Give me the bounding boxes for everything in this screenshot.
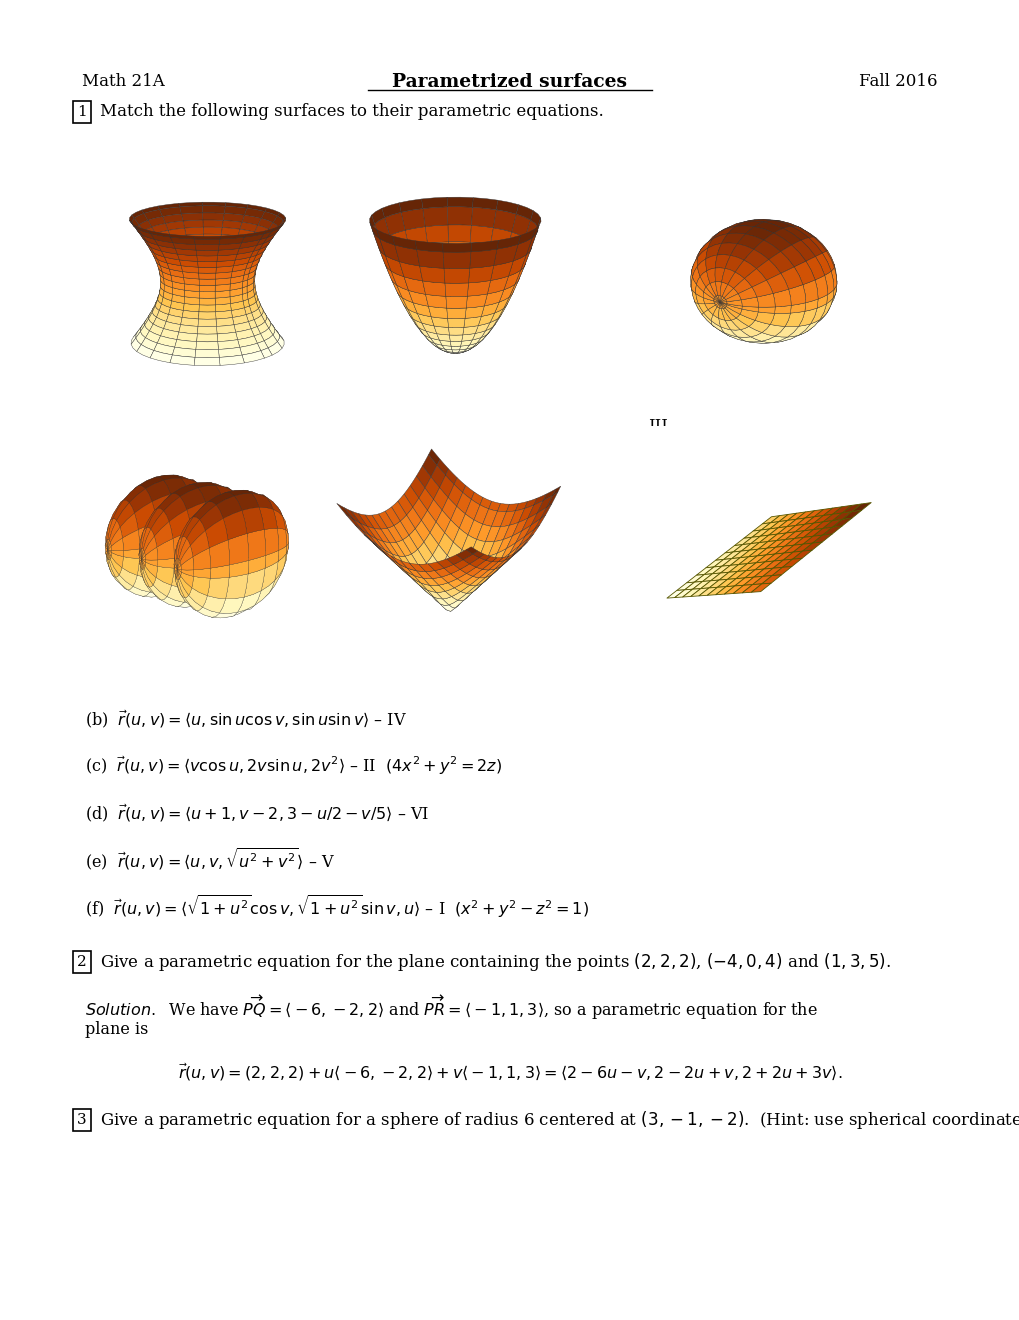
Text: Give a parametric equation for a sphere of radius 6 centered at $(3, -1, -2)$.  : Give a parametric equation for a sphere … bbox=[100, 1109, 1019, 1131]
Text: 3: 3 bbox=[77, 1113, 87, 1127]
Text: III: III bbox=[647, 418, 667, 436]
Text: plane is: plane is bbox=[85, 1022, 148, 1039]
Text: V: V bbox=[350, 628, 362, 645]
Text: $\vec{r}(u, v) = (2, 2, 2) + u\langle -6, -2, 2 \rangle + v\langle -1, 1, 3 \ran: $\vec{r}(u, v) = (2, 2, 2) + u\langle -6… bbox=[177, 1061, 842, 1082]
Text: Match the following surfaces to their parametric equations.: Match the following surfaces to their pa… bbox=[100, 103, 603, 120]
Text: Math 21A: Math 21A bbox=[82, 74, 165, 91]
Text: VI: VI bbox=[644, 628, 663, 645]
Text: II: II bbox=[315, 418, 328, 436]
Text: I: I bbox=[85, 418, 92, 436]
Text: Give a parametric equation for the plane containing the points $(2, 2, 2)$, $(-4: Give a parametric equation for the plane… bbox=[100, 950, 891, 973]
Text: (a)  $\vec{r}(u, v) = \langle \sin u \cos v, \cos u, \sin u \sin v \rangle$ – II: (a) $\vec{r}(u, v) = \langle \sin u \cos… bbox=[85, 661, 579, 684]
Text: (c)  $\vec{r}(u, v) = \langle v \cos u, 2v \sin u, 2v^2 \rangle$ – II  $(4x^2 + : (c) $\vec{r}(u, v) = \langle v \cos u, 2… bbox=[85, 755, 501, 777]
Text: (b)  $\vec{r}(u, v) = \langle u, \sin u \cos v, \sin u \sin v \rangle$ – IV: (b) $\vec{r}(u, v) = \langle u, \sin u \… bbox=[85, 709, 407, 730]
Text: 2: 2 bbox=[77, 954, 87, 969]
Text: 1: 1 bbox=[77, 106, 87, 119]
Text: $\it{Solution.}$  We have $\overrightarrow{PQ} = \langle -6, -2, 2 \rangle$ and : $\it{Solution.}$ We have $\overrightarro… bbox=[85, 994, 817, 1022]
Text: Fall 2016: Fall 2016 bbox=[859, 74, 937, 91]
Text: IV: IV bbox=[85, 628, 104, 645]
Text: Parametrized surfaces: Parametrized surfaces bbox=[392, 73, 627, 91]
Text: (e)  $\vec{r}(u, v) = \langle u, v, \sqrt{u^2 + v^2} \rangle$ – V: (e) $\vec{r}(u, v) = \langle u, v, \sqrt… bbox=[85, 847, 335, 873]
Text: (f)  $\vec{r}(u, v) = \langle \sqrt{1 + u^2} \cos v, \sqrt{1 + u^2} \sin v, u \r: (f) $\vec{r}(u, v) = \langle \sqrt{1 + u… bbox=[85, 894, 588, 920]
Text: (d)  $\vec{r}(u, v) = \langle u + 1, v - 2, 3 - u/2 - v/5 \rangle$ – VI: (d) $\vec{r}(u, v) = \langle u + 1, v - … bbox=[85, 803, 429, 824]
